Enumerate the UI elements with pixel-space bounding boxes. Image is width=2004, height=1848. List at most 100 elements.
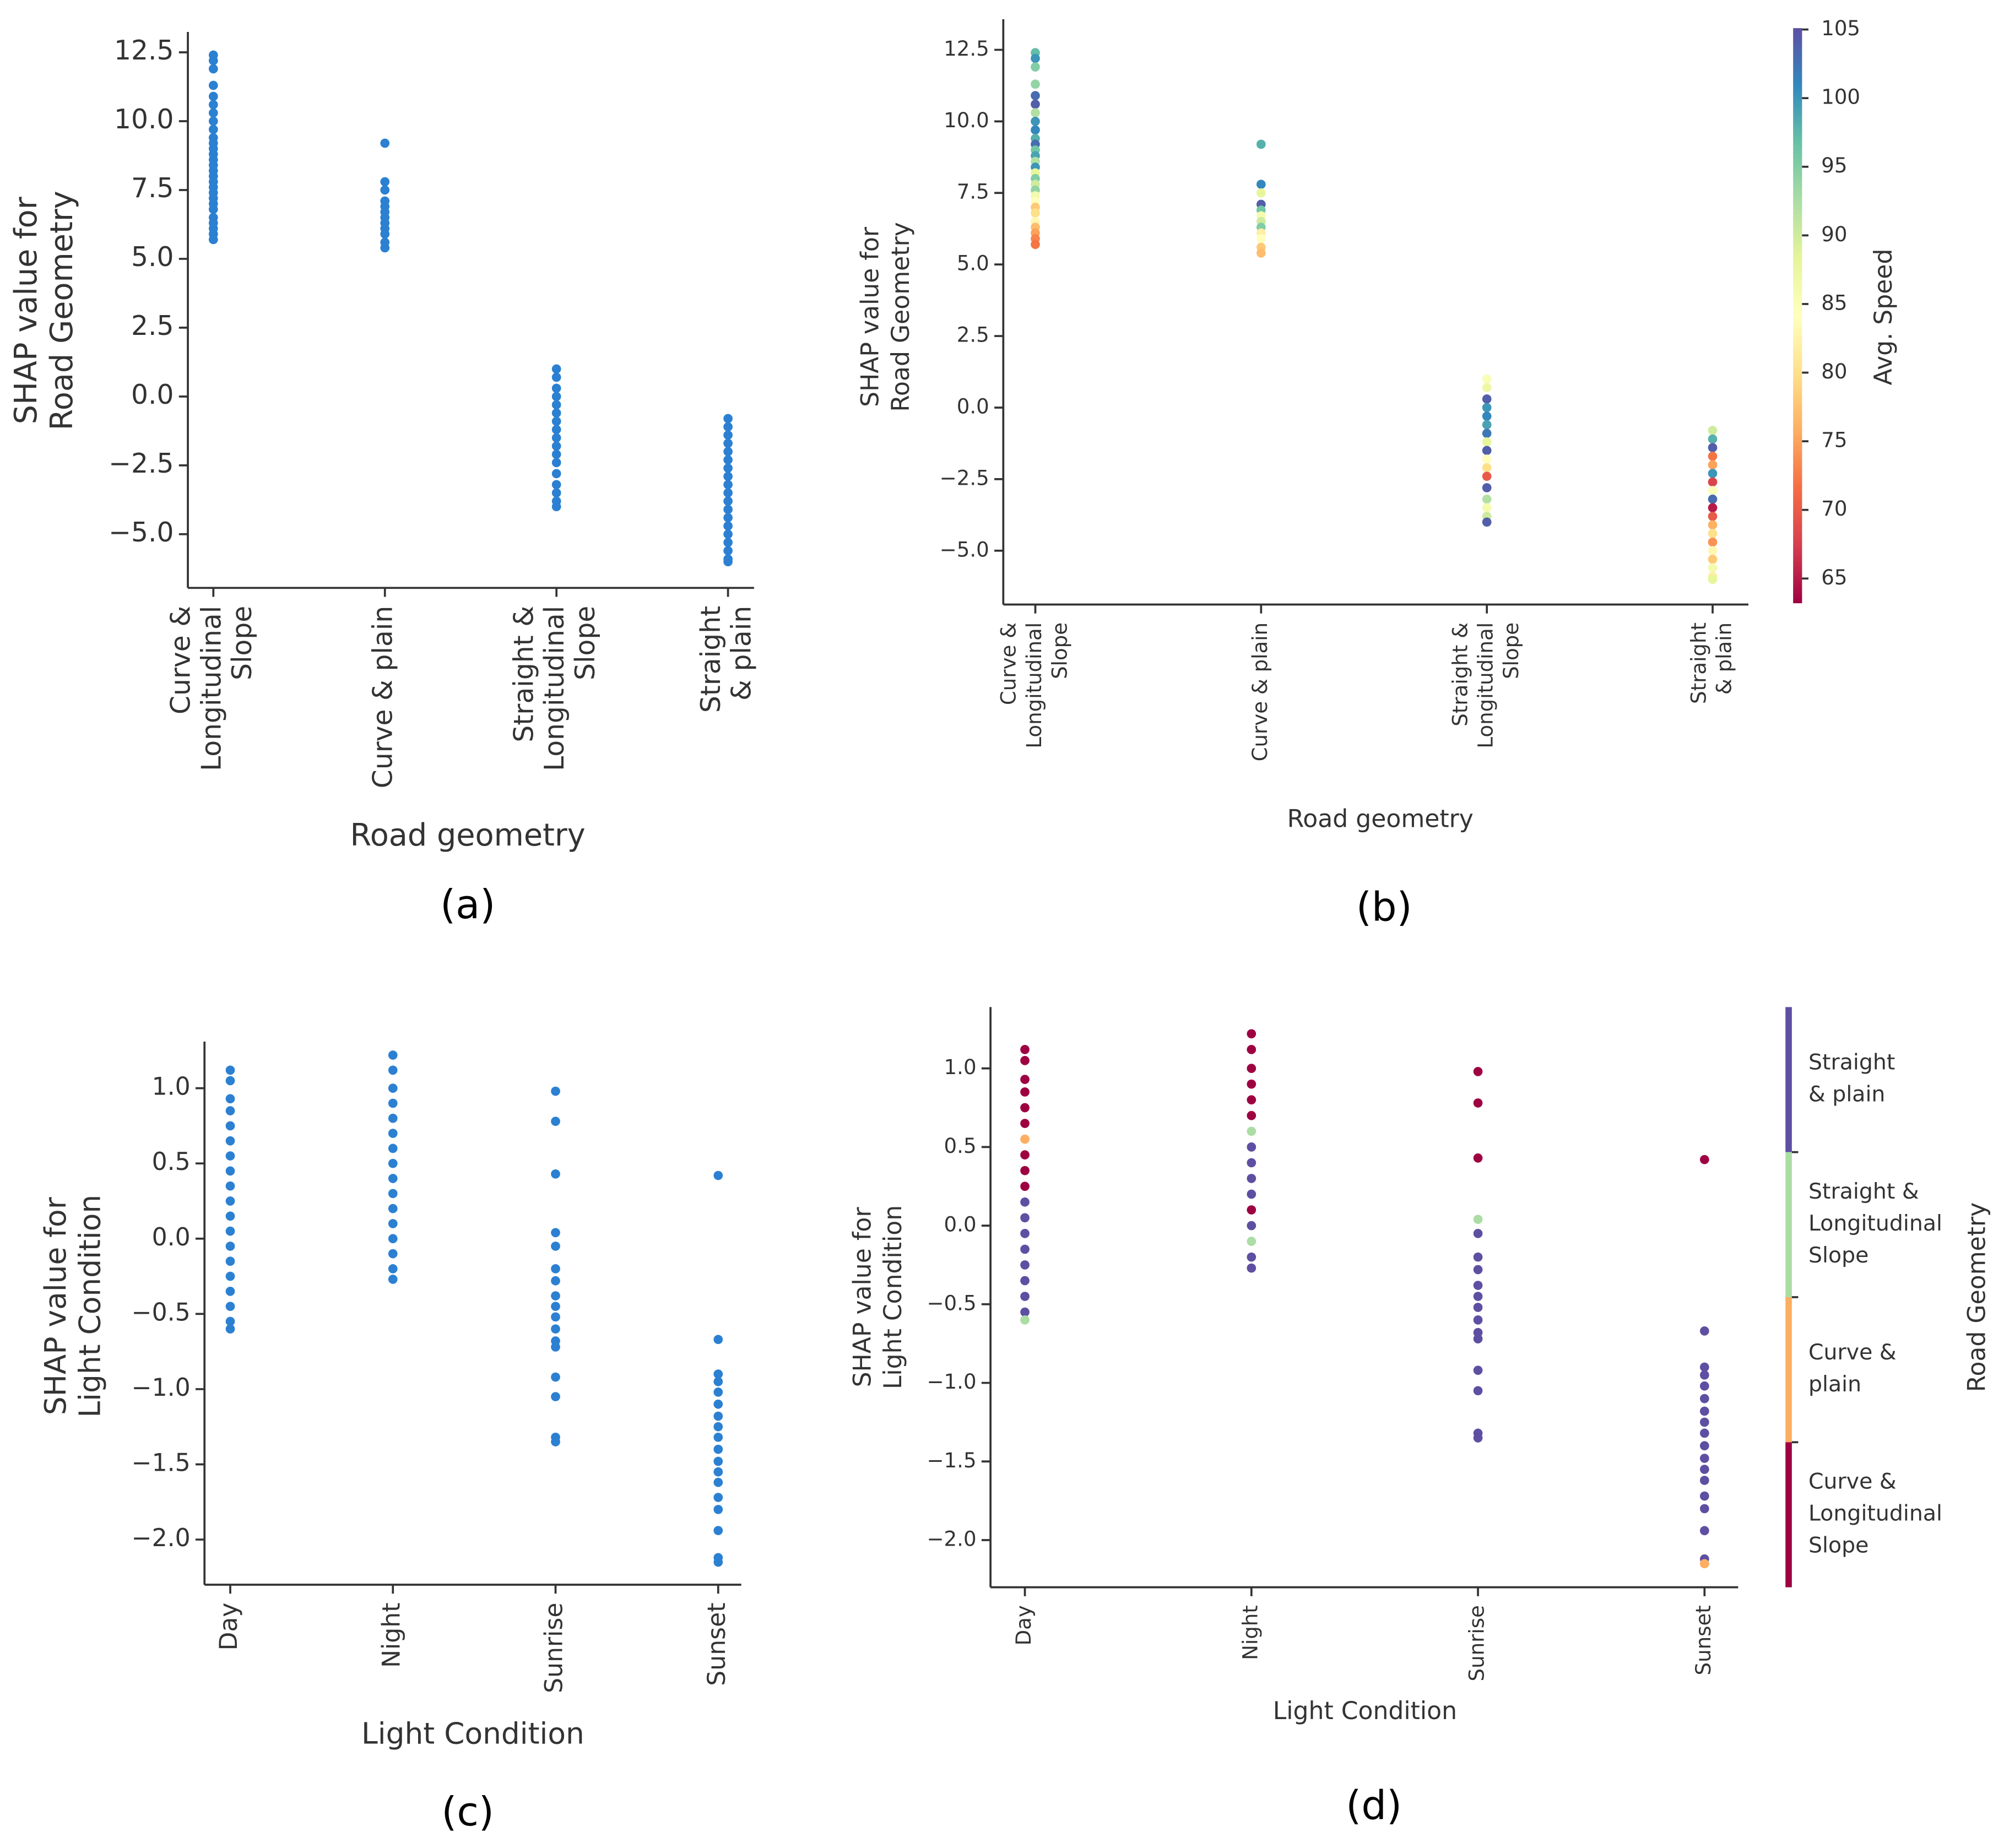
point (1247, 1252, 1256, 1262)
point (713, 1170, 723, 1180)
point (1482, 429, 1492, 438)
point (388, 1129, 398, 1138)
y-axis-label: SHAP value for (848, 1207, 876, 1388)
point (1699, 1326, 1709, 1336)
x-tick-label: Straight (1687, 622, 1710, 704)
point (388, 1219, 398, 1228)
legend-label: Straight & (1808, 1179, 1919, 1204)
point (1020, 1166, 1030, 1175)
point (225, 1166, 235, 1176)
point (713, 1432, 723, 1442)
point (1031, 99, 1040, 109)
point (551, 372, 561, 382)
point (1708, 434, 1718, 444)
point (551, 1086, 560, 1096)
point (551, 480, 561, 490)
point (1699, 1362, 1709, 1372)
point (225, 1302, 235, 1312)
point (723, 463, 733, 473)
legend-label: Slope (1808, 1532, 1868, 1558)
point (1247, 1029, 1256, 1039)
point (551, 392, 561, 402)
point (1708, 469, 1718, 478)
point (1473, 1433, 1483, 1443)
point (1699, 1504, 1709, 1514)
point (1256, 139, 1266, 149)
x-tick-label: Curve & plain (1248, 622, 1272, 761)
point (1699, 1428, 1709, 1438)
legend-label: plain (1808, 1372, 1861, 1397)
y-tick-label: −2.5 (940, 466, 989, 490)
point (225, 1065, 235, 1075)
y-tick-label: 10.0 (944, 109, 989, 132)
point (1247, 1158, 1256, 1168)
point (1247, 1079, 1256, 1089)
x-tick-label: Curve & plain (368, 606, 399, 788)
point (208, 124, 218, 134)
y-tick-label: −5.0 (940, 538, 989, 561)
point (208, 64, 218, 74)
colorbar-tick-label: 85 (1821, 291, 1847, 315)
point (380, 177, 390, 187)
point (1473, 1252, 1483, 1262)
x-axis-label: Light Condition (361, 1716, 584, 1751)
colorbar-tick-label: 75 (1821, 429, 1847, 452)
point (1020, 1119, 1030, 1128)
y-tick-label: 0.0 (944, 1213, 977, 1237)
y-tick-label: 12.5 (944, 37, 989, 61)
point (1473, 1215, 1483, 1224)
y-tick-label: 7.5 (957, 180, 989, 204)
x-tick-label: Slope (1048, 622, 1071, 679)
x-tick-label: Day (1012, 1605, 1036, 1645)
point (1708, 563, 1718, 573)
point (551, 488, 561, 498)
point (208, 56, 218, 66)
point (1473, 1098, 1483, 1108)
point (1473, 1327, 1483, 1337)
x-tick-label: Straight & (1448, 622, 1472, 727)
point (723, 521, 733, 531)
point (713, 1399, 723, 1409)
point (1020, 1075, 1030, 1084)
point (1699, 1454, 1709, 1463)
x-tick-label: Slope (227, 606, 258, 680)
point (1482, 394, 1492, 404)
y-tick-label: −0.5 (132, 1298, 191, 1326)
y-tick-label: −1.0 (132, 1374, 191, 1402)
panel-caption: (b) (1356, 884, 1412, 930)
point (551, 425, 561, 435)
y-axis-label: Road Geometry (44, 191, 80, 430)
point (1482, 503, 1492, 513)
point (225, 1196, 235, 1206)
point (225, 1211, 235, 1221)
x-tick-label: Sunrise (1465, 1605, 1489, 1681)
colorbar-label: Avg. Speed (1870, 249, 1898, 386)
point (388, 1098, 398, 1108)
y-tick-label: 0.5 (152, 1148, 191, 1176)
point (723, 480, 733, 490)
point (225, 1151, 235, 1161)
point (1708, 575, 1718, 584)
point (388, 1113, 398, 1123)
point (388, 1204, 398, 1213)
point (723, 546, 733, 556)
point (1699, 1155, 1709, 1164)
point (1482, 463, 1492, 473)
point (1020, 1045, 1030, 1054)
point (723, 513, 733, 523)
point (1482, 383, 1492, 392)
point (1699, 1476, 1709, 1485)
y-tick-label: −2.0 (927, 1527, 976, 1551)
y-tick-label: 2.5 (131, 311, 174, 342)
point (551, 441, 561, 451)
point (1020, 1103, 1030, 1113)
point (551, 502, 561, 512)
point (1699, 1526, 1709, 1536)
point (1708, 546, 1718, 556)
point (1708, 486, 1718, 496)
point (1020, 1197, 1030, 1207)
point (713, 1526, 723, 1536)
point (1020, 1134, 1030, 1144)
point (1247, 1142, 1256, 1152)
